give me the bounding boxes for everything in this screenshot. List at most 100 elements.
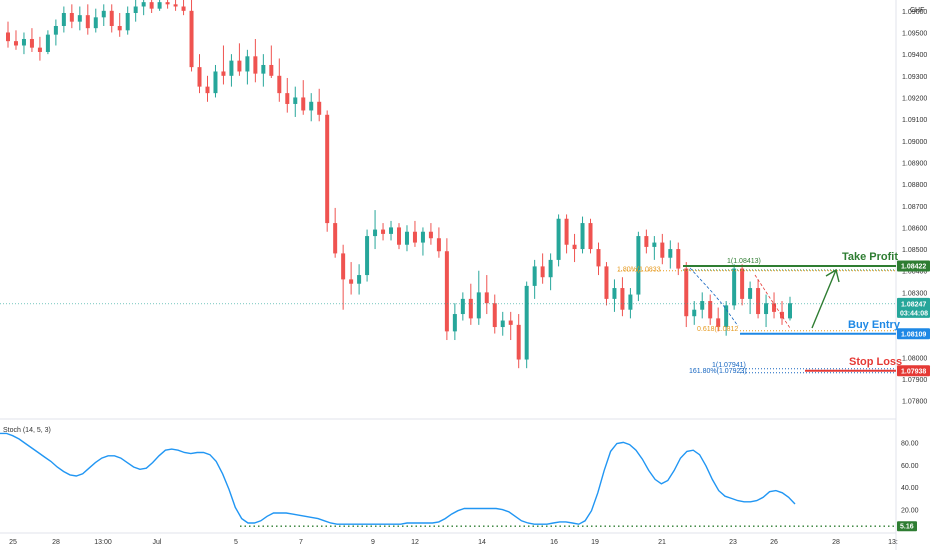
stop-loss-price: 1.07938 <box>901 368 926 375</box>
axes-layer: 1.09600 1.09500 1.09400 1.09300 1.09200 1.091… <box>9 7 930 546</box>
stop-loss-label: Stop Loss <box>849 356 902 368</box>
candle-body <box>357 275 362 284</box>
time-tick-label: 23 <box>729 539 737 546</box>
candle-body <box>61 12 66 26</box>
take-profit-badge <box>897 260 930 272</box>
candle-body <box>404 231 409 245</box>
stochastic-value: 5.16 <box>900 524 914 531</box>
candle-body <box>165 2 170 5</box>
candle-body <box>580 223 585 250</box>
time-tick-label: 13:00 <box>94 539 112 546</box>
candle-body <box>37 47 42 52</box>
candle-body <box>676 249 681 269</box>
price-tick-label: 1.08900 <box>902 160 927 167</box>
price-tick-label: 1.09600 <box>902 9 927 16</box>
candle-body <box>389 227 394 234</box>
candle-body <box>460 298 465 315</box>
main-pane <box>0 0 897 550</box>
stochastic-pane: Stoch (14, 5, 3) 80.00 60.00 40.00 20.00 5.16 <box>0 427 919 532</box>
candle-body <box>85 15 90 29</box>
candle-body <box>149 2 154 9</box>
price-tick-label: 1.09500 <box>902 30 927 37</box>
time-tick-label: 19 <box>591 539 599 546</box>
candle-body <box>572 244 577 250</box>
candle-body <box>556 218 561 260</box>
candle-body <box>365 236 370 276</box>
price-tick-label: 1.07800 <box>902 399 927 406</box>
time-tick-label: 26 <box>770 539 778 546</box>
candle-body <box>317 101 322 115</box>
candle-body <box>668 249 673 258</box>
candle-body <box>133 6 138 13</box>
stochastic-tick-label: 60.00 <box>901 463 919 470</box>
candle-body <box>508 320 513 325</box>
candle-body <box>452 314 457 332</box>
price-tick-label: 1.07900 <box>902 377 927 384</box>
candle-body <box>277 75 282 94</box>
candle-body <box>293 97 298 104</box>
candle-body <box>381 229 386 234</box>
stochastic-tick-label: 40.00 <box>901 485 919 492</box>
price-tick-label: 1.08600 <box>902 225 927 232</box>
candle-body <box>428 231 433 239</box>
candle-body <box>197 67 202 87</box>
candle-body <box>13 41 18 46</box>
candle-body <box>644 236 649 247</box>
price-tick-label: 1.08500 <box>902 247 927 254</box>
candle-body <box>349 279 354 284</box>
candle-body <box>764 303 769 315</box>
candle-body <box>117 25 122 31</box>
candle-body <box>756 288 761 315</box>
buy-entry-badge <box>897 328 930 340</box>
candle-body <box>524 285 529 360</box>
candle-body <box>708 301 713 319</box>
candle-body <box>245 56 250 72</box>
time-tick-label: 7 <box>299 539 303 546</box>
candle-body <box>484 292 489 304</box>
stop-loss-badge <box>897 365 930 377</box>
candle-body <box>436 238 441 252</box>
candle-body <box>492 303 497 328</box>
candle-body <box>740 268 745 299</box>
candle-body <box>724 305 729 328</box>
price-tick-label: 1.08300 <box>902 290 927 297</box>
candle-body <box>309 101 314 111</box>
price-tick-label: 1.09300 <box>902 74 927 81</box>
candle-body <box>109 10 114 26</box>
candle-body <box>548 259 553 278</box>
time-tick-label: 9 <box>371 539 375 546</box>
candle-body <box>341 253 346 280</box>
stop-loss-fib-label: 161.80%(1.07923) <box>689 368 747 375</box>
candle-body <box>253 56 258 74</box>
candle-body <box>772 303 777 312</box>
price-tick-label: 1.09100 <box>902 117 927 124</box>
candle-body <box>636 236 641 295</box>
candle-body <box>53 25 58 35</box>
current-price-badge <box>897 297 930 318</box>
stochastic-value-badge <box>897 521 917 532</box>
candle-body <box>612 288 617 299</box>
candle-body <box>77 15 82 22</box>
buy-entry-label: Buy Entry <box>848 319 901 331</box>
candle-body <box>189 10 194 68</box>
time-tick-label: 25 <box>9 539 17 546</box>
candle-body <box>181 6 186 11</box>
take-profit-fib-label: 1(1.08413) <box>727 258 761 265</box>
candle-body <box>564 218 569 245</box>
stochastic-tick-label: 80.00 <box>901 440 919 447</box>
candle-body <box>229 60 234 76</box>
candle-body <box>596 249 601 267</box>
candle-body <box>700 301 705 310</box>
time-tick-label: 5 <box>234 539 238 546</box>
candle-body <box>6 32 10 42</box>
time-tick-label: 21 <box>658 539 666 546</box>
price-tick-label: 1.09400 <box>902 52 927 59</box>
candle-body <box>285 93 290 104</box>
candle-body <box>692 309 697 317</box>
time-tick-label: 16 <box>550 539 558 546</box>
candle-body <box>620 288 625 310</box>
candle-body <box>652 242 657 247</box>
candle-body <box>468 298 473 319</box>
stochastic-title: Stoch (14, 5, 3) <box>3 427 51 434</box>
